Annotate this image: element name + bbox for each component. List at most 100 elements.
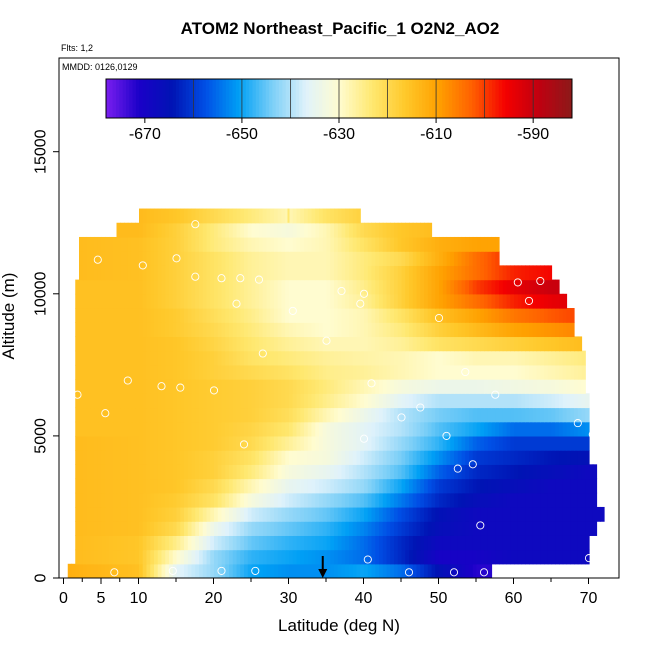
heatmap-cell xyxy=(547,478,553,494)
heatmap-cell xyxy=(259,322,264,338)
heatmap-cell xyxy=(435,549,440,565)
heatmap-cell xyxy=(225,492,230,508)
heatmap-cell xyxy=(379,222,384,238)
heatmap-cell xyxy=(334,236,339,252)
heatmap-cell xyxy=(112,251,118,266)
heatmap-cell xyxy=(379,322,384,338)
heatmap-cell xyxy=(379,350,384,366)
heatmap-cell xyxy=(176,364,181,380)
sample-point xyxy=(157,382,166,391)
colorbar-segment xyxy=(375,79,380,118)
heatmap-cell xyxy=(199,563,204,578)
heatmap-cell xyxy=(139,492,144,508)
heatmap-cell xyxy=(142,336,148,352)
heatmap-cell xyxy=(244,464,249,480)
heatmap-cell xyxy=(300,450,305,465)
heatmap-cell xyxy=(199,336,204,352)
heatmap-cell xyxy=(454,478,459,494)
colorbar-segment xyxy=(209,79,214,118)
colorbar-segment xyxy=(115,79,120,118)
heatmap-cell xyxy=(337,251,343,266)
heatmap-cell xyxy=(75,279,80,295)
heatmap-cell xyxy=(79,464,84,480)
heatmap-cell xyxy=(345,421,350,437)
heatmap-cell xyxy=(435,236,440,252)
heatmap-cell xyxy=(480,265,485,281)
colorbar-segment xyxy=(295,79,300,118)
heatmap-cell xyxy=(251,265,256,281)
heatmap-cell xyxy=(585,549,590,565)
heatmap-cell xyxy=(292,407,298,423)
heatmap-cell xyxy=(322,236,328,252)
heatmap-cell xyxy=(262,393,268,409)
heatmap-cell xyxy=(105,563,110,578)
heatmap-cell xyxy=(161,350,166,366)
heatmap-cell xyxy=(397,236,403,252)
heatmap-cell xyxy=(285,236,290,252)
heatmap-cell xyxy=(495,279,500,295)
heatmap-cell xyxy=(225,521,230,536)
colorbar-segment xyxy=(452,79,456,118)
heatmap-cell xyxy=(405,478,410,494)
heatmap-cell xyxy=(139,521,144,536)
heatmap-cell xyxy=(82,251,88,266)
heatmap-cell xyxy=(251,251,256,266)
heatmap-cell xyxy=(529,322,534,338)
heatmap-cell xyxy=(255,379,260,394)
heatmap-cell xyxy=(352,308,358,323)
heatmap-cell xyxy=(187,364,193,380)
heatmap-cell xyxy=(390,308,395,323)
heatmap-cell xyxy=(514,549,519,565)
heatmap-cell xyxy=(161,251,166,266)
heatmap-cell xyxy=(225,350,230,366)
colorbar-segment xyxy=(162,79,167,118)
heatmap-cell xyxy=(439,478,444,494)
heatmap-cell xyxy=(510,549,515,565)
heatmap-cell xyxy=(270,236,275,252)
heatmap-cell xyxy=(409,492,414,508)
heatmap-cell xyxy=(394,492,399,508)
y-tick-label: 0 xyxy=(33,573,50,582)
colorbar-segment xyxy=(222,79,227,118)
colorbar-tick-label: -650 xyxy=(226,126,258,143)
heatmap-cell xyxy=(476,478,481,494)
heatmap-cell xyxy=(274,492,279,508)
heatmap-cell xyxy=(165,478,170,494)
heatmap-cell xyxy=(79,549,84,565)
heatmap-cell xyxy=(225,222,230,238)
heatmap-cell xyxy=(255,506,260,522)
heatmap-cell xyxy=(172,435,178,451)
heatmap-cell xyxy=(330,208,335,224)
heatmap-cell xyxy=(259,350,264,366)
heatmap-cell xyxy=(401,506,406,522)
heatmap-cell xyxy=(210,506,215,522)
heatmap-cell xyxy=(112,521,118,536)
heatmap-cell xyxy=(142,222,148,238)
heatmap-cell xyxy=(244,421,249,437)
heatmap-cell xyxy=(154,222,159,238)
colorbar-segment xyxy=(455,79,460,118)
heatmap-cell xyxy=(206,364,211,380)
heatmap-cell xyxy=(431,393,436,409)
colorbar-segment xyxy=(175,79,180,118)
heatmap-cell xyxy=(322,322,328,338)
heatmap-cell xyxy=(525,350,530,366)
heatmap-cell xyxy=(585,435,590,451)
heatmap-cell xyxy=(390,336,395,352)
heatmap-cell xyxy=(341,535,346,551)
heatmap-cell xyxy=(375,336,380,352)
heatmap-cell xyxy=(330,393,335,409)
heatmap-cell xyxy=(352,279,358,295)
heatmap-cell xyxy=(94,279,99,295)
colorbar-segment xyxy=(528,79,533,118)
heatmap-cell xyxy=(364,549,369,565)
heatmap-cell xyxy=(416,535,421,551)
heatmap-cell xyxy=(394,535,399,551)
heatmap-cell xyxy=(199,251,204,266)
heatmap-cell xyxy=(180,521,185,536)
heatmap-cell xyxy=(450,279,455,295)
heatmap-cell xyxy=(570,379,575,394)
heatmap-cell xyxy=(202,322,208,338)
colorbar-segment xyxy=(552,79,556,118)
heatmap-cell xyxy=(409,308,414,323)
